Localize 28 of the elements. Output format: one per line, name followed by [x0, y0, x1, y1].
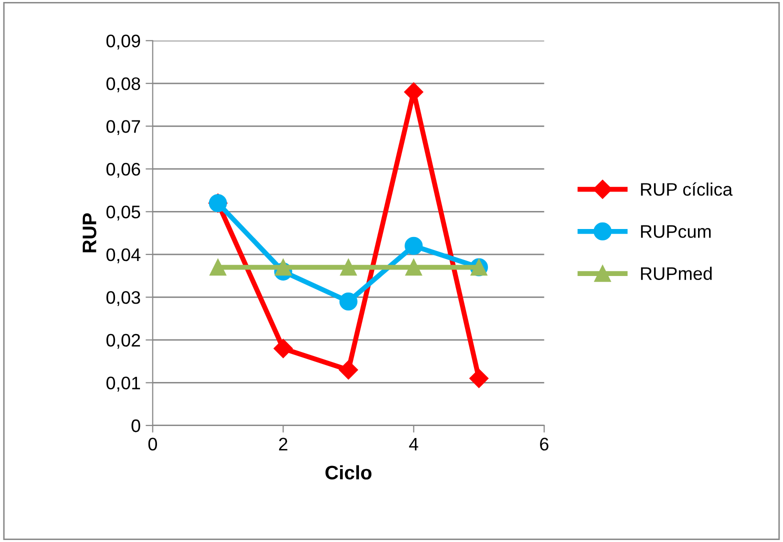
- x-tick-label: 6: [540, 438, 548, 451]
- legend-label: RUP cíclica: [641, 182, 733, 196]
- point: [404, 236, 423, 255]
- y-tick-label: 0,09: [106, 34, 140, 50]
- point: [405, 258, 422, 276]
- y-tick-label: 0,08: [106, 77, 140, 92]
- y-tick-label: 0,05: [106, 206, 140, 221]
- point: [338, 360, 358, 380]
- x-tick-label: 4: [409, 438, 418, 450]
- x-axis-title: Ciclo: [325, 465, 372, 480]
- y-tick-label: 0: [132, 419, 140, 432]
- y-tick-label: 0,03: [106, 291, 140, 306]
- point: [339, 292, 358, 310]
- y-axis-title: RUP: [82, 213, 96, 252]
- point: [274, 258, 292, 276]
- y-tick-label: 0,02: [106, 334, 140, 349]
- point: [340, 258, 357, 276]
- y-tick-label: 0,07: [106, 120, 140, 136]
- y-tick-label: 0,01: [106, 376, 140, 392]
- point: [274, 338, 293, 358]
- point: [210, 258, 226, 276]
- x-tick-label: 0: [148, 438, 157, 451]
- point: [469, 368, 488, 388]
- y-tick-label: 0,04: [106, 248, 140, 264]
- y-tick-label: 0,06: [106, 162, 140, 178]
- legend-label: RUPmed: [641, 266, 712, 280]
- x-tick-label: 2: [279, 438, 288, 450]
- legend-label: RUPcum: [641, 225, 711, 238]
